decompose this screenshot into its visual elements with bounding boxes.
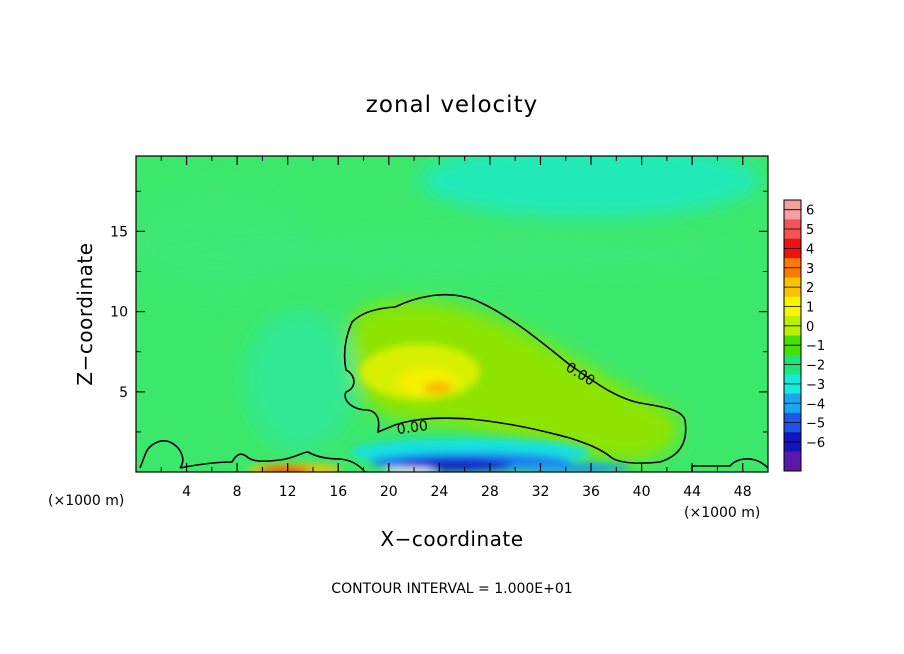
- colorbar-label: 4: [806, 242, 814, 257]
- x-tick-label: 12: [279, 484, 297, 500]
- colorbar-label: −3: [806, 378, 825, 393]
- contour-line-right: [691, 458, 768, 472]
- region-plume-positive: [349, 300, 680, 462]
- y-axis-ticks: 5 10 15: [110, 190, 768, 433]
- y-tick-label: 5: [119, 385, 128, 401]
- x-tick-label: 40: [633, 484, 651, 500]
- x-axis-ticks: 4 8 12 16 20 24 28 32 36 40 44 48: [160, 156, 752, 500]
- x-tick-label: 44: [683, 484, 701, 500]
- y-tick-label: 10: [110, 305, 128, 321]
- colorbar-label: 2: [806, 281, 814, 296]
- x-tick-label: 48: [734, 484, 752, 500]
- x-tick-label: 24: [430, 484, 448, 500]
- colorbar-label: −5: [806, 417, 825, 432]
- region-left-low: [245, 310, 355, 450]
- region-surface-deep: [400, 459, 510, 471]
- colorbar-label: 5: [806, 223, 814, 238]
- region-upper-left: [136, 180, 310, 300]
- field-details: [247, 344, 630, 472]
- x-tick-label: 16: [329, 484, 347, 500]
- x-tick-label: 8: [233, 484, 242, 500]
- contour-line-surface: [179, 451, 366, 472]
- colorbar-swatch: [784, 451, 801, 472]
- x-tick-label: 28: [481, 484, 499, 500]
- colorbar-label: −2: [806, 359, 825, 374]
- contour-line-main: [343, 293, 687, 464]
- region-surface-white: [384, 468, 436, 472]
- contour-interval-footer: CONTOUR INTERVAL = 1.000E+01: [331, 581, 572, 597]
- x-tick-label: 36: [582, 484, 600, 500]
- region-max-core: [424, 382, 452, 394]
- contour-line-left-bump: [139, 440, 184, 469]
- x-tick-label: 4: [182, 484, 191, 500]
- region-surface-max-core: [259, 467, 311, 472]
- contour-label-lower: 0.00: [396, 418, 429, 438]
- chart-title: zonal velocity: [366, 92, 538, 118]
- colorbar-label: 3: [806, 262, 814, 277]
- colorbar: 6 5 4 3 2 1 0 −1 −2 −3 −4 −5 −6: [783, 199, 825, 472]
- colorbar-label: 6: [806, 204, 814, 219]
- region-upper-minimum: [420, 156, 760, 218]
- colorbar-label: 1: [806, 300, 814, 315]
- colorbar-label: −6: [806, 436, 825, 451]
- y-axis-label: Z−coordinate: [73, 242, 97, 385]
- plot-frame: [135, 155, 769, 473]
- colorbar-frame: [783, 199, 802, 472]
- colorbar-label: −1: [806, 339, 825, 354]
- y-unit-label: (×1000 m): [48, 493, 124, 509]
- colorbar-label: 0: [806, 320, 814, 335]
- contour-zero: [139, 293, 768, 472]
- x-axis-label: X−coordinate: [380, 527, 523, 551]
- y-tick-label: 15: [110, 224, 128, 240]
- x-unit-label: (×1000 m): [684, 505, 760, 521]
- x-tick-label: 20: [380, 484, 398, 500]
- x-tick-label: 32: [532, 484, 550, 500]
- field-shading: [136, 156, 760, 462]
- colorbar-label: −4: [806, 397, 825, 412]
